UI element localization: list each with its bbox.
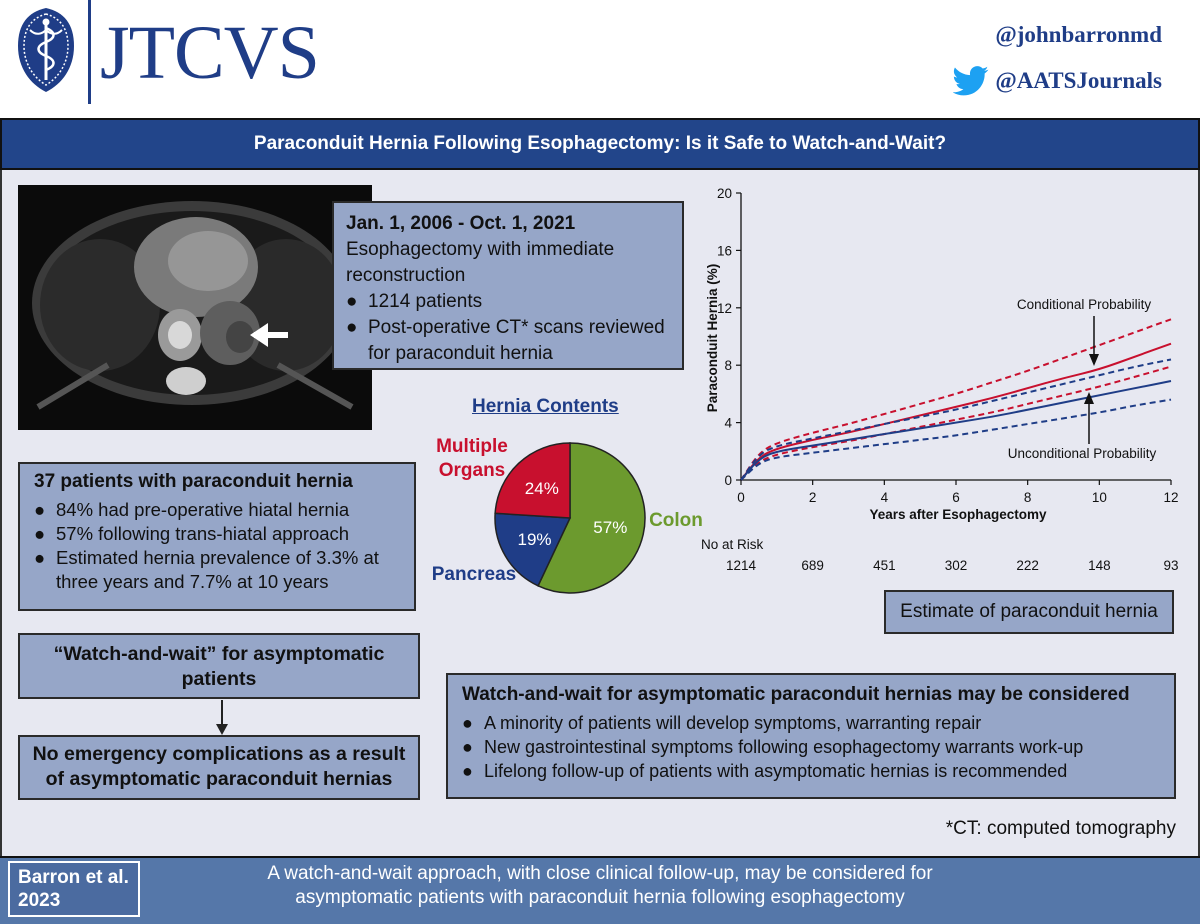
logo-divider [88, 0, 91, 104]
hernia-estimate-chart: 0 4 8 12 16 20 0 2 4 6 8 10 12 1214 689 451 302 222 148 93… [701, 186, 1179, 573]
risk-count: 148 [1088, 558, 1111, 573]
list-item: ● Post-operative CT* scans reviewed [346, 315, 670, 341]
series-line-5 [740, 398, 1172, 481]
page-title: Paraconduit Hernia Following Esophagecto… [0, 118, 1200, 170]
annotation-arrow-down-icon [1089, 316, 1099, 366]
study-overview-box: Jan. 1, 2006 - Oct. 1, 2021 Esophagectom… [332, 201, 684, 370]
pie-label-multiple-organs-2: Organs [439, 460, 506, 481]
estimate-caption-box: Estimate of paraconduit hernia [884, 590, 1174, 634]
pie-title: Hernia Contents [472, 396, 619, 417]
citation-authors: Barron et al. [18, 867, 129, 888]
footer-summary: A watch-and-wait approach, with close cl… [267, 863, 933, 908]
series-line-4 [740, 358, 1172, 481]
hernia-contents-pie: 57% 19% 24% Multiple Organs Pancreas Colon [432, 436, 703, 594]
list-item: ● 1214 patients [346, 289, 670, 315]
series-line-3 [740, 380, 1172, 481]
pie-slice-colon [537, 442, 646, 594]
y-tick-label: 4 [724, 416, 732, 431]
risk-count: 222 [1016, 558, 1039, 573]
twitter-bird-icon [953, 66, 989, 96]
pie-value-colon: 57% [593, 518, 627, 537]
bullet-icon: ● [462, 713, 473, 733]
bullet-icon: ● [34, 499, 46, 520]
emergency-outcome-box: No emergency complications as a result o… [18, 735, 420, 800]
risk-count: 689 [801, 558, 824, 573]
author-handle[interactable]: @johnbarronmd [995, 22, 1162, 47]
watch-and-wait-box: “Watch-and-wait” for asymptomatic patien… [18, 633, 420, 699]
y-tick-label: 16 [717, 243, 732, 258]
conclusion-heading: Watch-and-wait for asymptomatic paracond… [462, 684, 1130, 705]
risk-count: 1214 [726, 558, 757, 573]
annotation-arrow-up-icon [1084, 392, 1094, 444]
conclusion-box: Watch-and-wait for asymptomatic paracond… [446, 673, 1176, 799]
list-item: three years and 7.7% at 10 years [56, 571, 329, 592]
study-dates: Jan. 1, 2006 - Oct. 1, 2021 [346, 213, 576, 234]
journal-logo-text: JTCVS [100, 11, 320, 95]
journal-handle: @AATSJournals [995, 68, 1162, 93]
x-axis-label: Years after Esophagectomy [869, 507, 1047, 522]
x-tick-label: 12 [1163, 490, 1178, 505]
caduceus-emblem [18, 8, 74, 92]
x-tick-label: 10 [1092, 490, 1107, 505]
bullet-icon: ● [462, 737, 473, 757]
pie-value-pancreas: 19% [517, 530, 551, 549]
bullet-icon: ● [34, 523, 46, 544]
x-tick-label: 2 [809, 490, 817, 505]
list-item: ● Lifelong follow-up of patients with asy… [462, 761, 1068, 781]
list-item: ● 84% had pre-operative hiatal hernia [34, 499, 350, 520]
series-line-2 [740, 365, 1172, 481]
header [0, 0, 1200, 118]
risk-table-label: No at Risk [701, 537, 764, 552]
study-procedure: Esophagectomy with immediate [346, 239, 615, 260]
list-item: ● Estimated hernia prevalence of 3.3% at [34, 547, 379, 568]
pie-label-multiple-organs: Multiple [436, 436, 508, 457]
risk-count: 93 [1163, 558, 1178, 573]
series-line-1 [740, 318, 1172, 481]
findings-heading: 37 patients with paraconduit hernia [34, 471, 353, 492]
citation-year: 2023 [18, 890, 61, 911]
bullet-icon: ● [34, 547, 46, 568]
annotation-conditional: Conditional Probability [1017, 297, 1152, 312]
arrow-down-icon [216, 700, 228, 735]
study-procedure-cont: reconstruction [346, 265, 466, 286]
ct-scan-image [18, 185, 372, 430]
risk-count: 451 [873, 558, 896, 573]
x-tick-label: 8 [1024, 490, 1032, 505]
y-tick-label: 0 [724, 473, 732, 488]
x-tick-label: 4 [881, 490, 889, 505]
y-tick-label: 8 [724, 358, 732, 373]
y-axis-label: Paraconduit Hernia (%) [705, 264, 720, 413]
pie-label-pancreas: Pancreas [432, 564, 517, 585]
y-tick-label: 20 [717, 186, 732, 201]
list-item: ● 57% following trans-hiatal approach [34, 523, 350, 544]
list-item: for paraconduit hernia [368, 343, 553, 364]
footer [0, 856, 1200, 924]
footnote: *CT: computed tomography [945, 818, 1176, 839]
list-item: ● New gastrointestinal symptoms following… [462, 737, 1084, 757]
pie-label-colon: Colon [649, 510, 703, 531]
bullet-icon: ● [462, 761, 473, 781]
pie-slice-multiple-organs [494, 442, 571, 519]
y-tick-label: 12 [717, 301, 732, 316]
list-item: ● A minority of patients will develop sym… [462, 713, 982, 733]
findings-box: 37 patients with paraconduit hernia ● 84%… [18, 462, 416, 611]
bullet-icon: ● [346, 317, 358, 338]
pie-value-multiple-organs: 24% [525, 479, 559, 498]
risk-count: 302 [945, 558, 968, 573]
series-line-0 [740, 342, 1172, 481]
pie-slice-pancreas [494, 512, 572, 587]
citation-box: Barron et al. 2023 [8, 861, 140, 917]
annotation-unconditional: Unconditional Probability [1008, 446, 1157, 461]
x-tick-label: 0 [737, 490, 745, 505]
bullet-icon: ● [346, 291, 358, 312]
journal-handle-row[interactable]: @AATSJournals [953, 66, 1162, 96]
x-tick-label: 6 [952, 490, 960, 505]
